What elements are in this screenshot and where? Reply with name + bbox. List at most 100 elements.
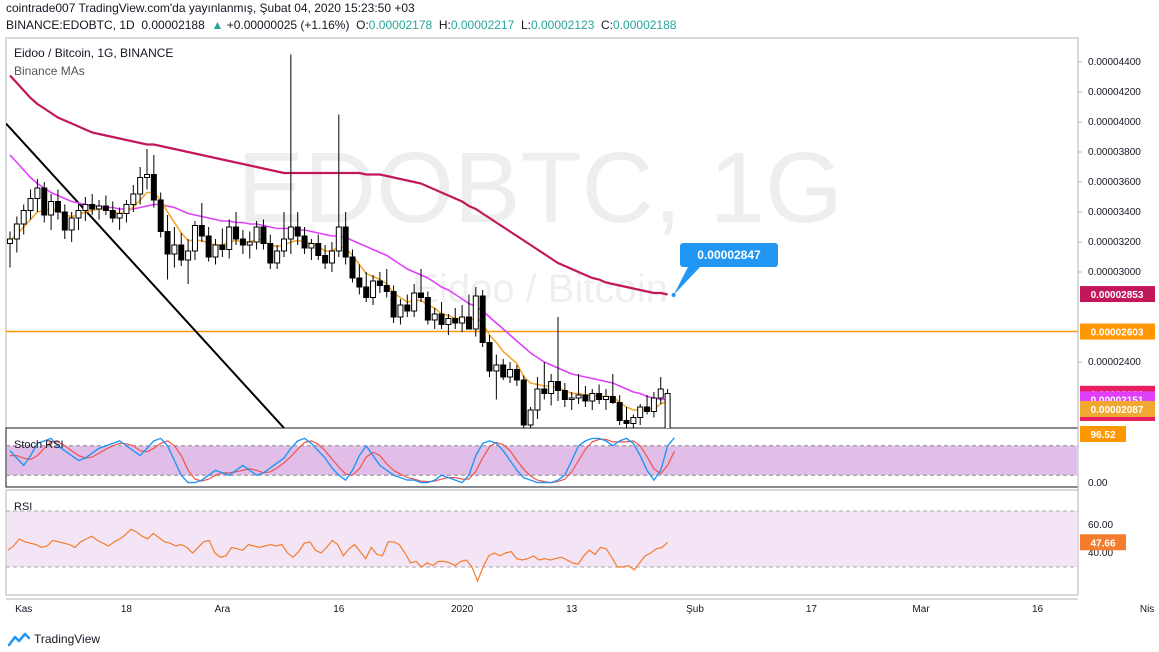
candle bbox=[102, 195, 109, 215]
candle-body bbox=[308, 243, 315, 249]
candle bbox=[34, 179, 41, 212]
candle bbox=[390, 285, 397, 323]
candle bbox=[96, 200, 103, 220]
x-axis-label: 17 bbox=[806, 604, 818, 615]
up-arrow-icon: ▲ bbox=[211, 18, 224, 32]
candle bbox=[281, 212, 287, 257]
candle-body bbox=[328, 250, 335, 264]
candle-body bbox=[534, 388, 541, 411]
y-axis-tick-label: 0.00004400 bbox=[1088, 57, 1141, 68]
candle-body bbox=[589, 393, 596, 402]
low-value: 0.00002123 bbox=[530, 18, 595, 32]
candle-body bbox=[315, 243, 322, 256]
price-badge-label: 0.00002853 bbox=[1091, 290, 1144, 301]
candle-body bbox=[555, 381, 561, 391]
price-badge bbox=[1080, 400, 1155, 417]
candle-body bbox=[424, 297, 431, 321]
candle bbox=[20, 204, 27, 235]
candle-body bbox=[479, 295, 486, 343]
x-axis-label: 16 bbox=[1032, 604, 1044, 615]
candle-body bbox=[96, 205, 103, 210]
price-callout-anchor bbox=[671, 292, 676, 297]
candle bbox=[287, 54, 294, 254]
candle-body bbox=[116, 213, 123, 219]
candle bbox=[541, 362, 548, 400]
candle bbox=[452, 308, 459, 329]
rsi-axis-tick: 40.00 bbox=[1088, 548, 1113, 559]
candle bbox=[500, 359, 507, 380]
candle-body bbox=[465, 316, 472, 330]
candle-body bbox=[281, 238, 287, 252]
candle bbox=[465, 294, 472, 330]
price-badge bbox=[1080, 286, 1155, 303]
last-price: 0.00002188 bbox=[141, 18, 205, 32]
candle bbox=[404, 294, 411, 317]
candle bbox=[301, 227, 308, 254]
trendline bbox=[6, 122, 285, 428]
candle bbox=[150, 155, 157, 208]
candle-body bbox=[109, 210, 116, 219]
candle bbox=[322, 245, 329, 269]
y-axis-tick-label: 0.00004200 bbox=[1088, 87, 1141, 98]
candle-body bbox=[363, 286, 370, 298]
candle-body bbox=[527, 409, 534, 426]
candle-body bbox=[513, 369, 520, 381]
candle bbox=[527, 407, 534, 428]
candle-body bbox=[164, 231, 171, 255]
symbol-label: BINANCE:EDOBTC, 1D bbox=[6, 18, 135, 32]
candle bbox=[89, 194, 96, 215]
candle-body bbox=[657, 388, 664, 399]
candle bbox=[356, 264, 363, 295]
candle-body bbox=[102, 205, 109, 211]
candle-body bbox=[287, 226, 294, 240]
candle-body bbox=[445, 318, 452, 325]
candle-body bbox=[644, 406, 651, 412]
candle-body bbox=[623, 420, 630, 424]
candle bbox=[630, 414, 637, 428]
candle bbox=[130, 185, 137, 212]
y-axis-tick-label: 0.00003200 bbox=[1088, 237, 1141, 248]
candle bbox=[116, 207, 123, 230]
price-badge-label: 0.00002151 bbox=[1091, 395, 1144, 406]
candle bbox=[650, 392, 657, 418]
publisher-line: cointrade007 TradingView.com'da yayınlan… bbox=[6, 1, 415, 15]
candle-body bbox=[609, 396, 616, 403]
candle-body bbox=[650, 397, 657, 412]
y-axis-tick-label: 0.00003600 bbox=[1088, 177, 1141, 188]
low-label: L: bbox=[520, 18, 531, 32]
candle-body bbox=[267, 243, 274, 264]
x-axis-label: Ara bbox=[215, 604, 231, 615]
candle-body bbox=[418, 292, 424, 298]
candle bbox=[664, 389, 671, 428]
candle-body bbox=[561, 390, 568, 400]
ohlc-line: BINANCE:EDOBTC, 1D 0.00002188 ▲ +0.00000… bbox=[6, 17, 676, 34]
y-axis-tick-label: 0.00002400 bbox=[1088, 357, 1141, 368]
candle bbox=[48, 194, 55, 230]
candle bbox=[212, 239, 219, 265]
price-callout-label: 0.00002847 bbox=[697, 248, 761, 262]
rsi-label: RSI bbox=[14, 501, 32, 513]
price-callout-pointer bbox=[673, 267, 700, 295]
candle-body bbox=[226, 226, 233, 250]
candle-body bbox=[150, 174, 157, 201]
candle bbox=[472, 287, 479, 337]
candle bbox=[226, 219, 233, 259]
candle bbox=[205, 227, 212, 262]
candle bbox=[41, 182, 48, 223]
chart-legend-title: Eidoo / Bitcoin, 1G, BINANCE bbox=[14, 46, 173, 60]
candle bbox=[575, 374, 582, 404]
candle bbox=[260, 219, 267, 250]
candle-body bbox=[260, 226, 267, 244]
candle bbox=[185, 239, 192, 284]
brand-name: TradingView bbox=[34, 632, 101, 646]
high-value: 0.00002217 bbox=[450, 18, 515, 32]
candle bbox=[191, 221, 198, 260]
candle-body bbox=[452, 318, 459, 324]
candle bbox=[397, 299, 404, 325]
candle bbox=[342, 212, 349, 265]
tradingview-logo[interactable]: TradingView bbox=[8, 631, 100, 647]
candle bbox=[109, 201, 116, 223]
candle bbox=[27, 189, 34, 220]
candle bbox=[445, 314, 452, 335]
